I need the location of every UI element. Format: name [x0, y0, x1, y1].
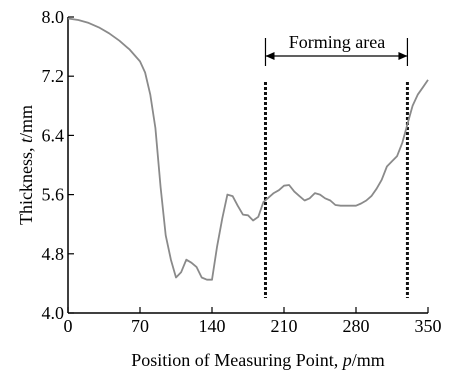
x-axis-label-variable: p — [341, 350, 352, 370]
forming-area-annotation: Forming area — [263, 32, 409, 298]
y-axis-label: Thickness, t/mm — [16, 105, 36, 225]
y-axis-label-variable: t — [16, 137, 36, 143]
y-tick-label: 7.2 — [42, 66, 65, 86]
x-axis-label-prefix: Position of Measuring Point, — [131, 350, 343, 370]
axes — [67, 17, 428, 314]
y-tick-label: 8.0 — [42, 7, 65, 27]
ticks: 0 70 140 210 280 350 4.0 4.8 5.6 6.4 7.2 8.0 — [42, 7, 442, 336]
forming-area-arrowhead-right — [398, 52, 408, 60]
x-tick-label: 280 — [343, 316, 370, 336]
x-tick-label: 350 — [415, 316, 442, 336]
forming-area-arrowhead-left — [265, 52, 275, 60]
x-tick-label: 140 — [199, 316, 226, 336]
x-axis-label-unit: /mm — [352, 350, 385, 370]
x-tick-label: 0 — [64, 316, 73, 336]
series-group — [67, 17, 429, 281]
y-tick-label: 4.0 — [42, 303, 65, 323]
x-tick-label: 70 — [131, 316, 149, 336]
thickness-series-line — [67, 17, 429, 281]
x-axis-label: Position of Measuring Point, p/mm — [131, 350, 385, 370]
y-axis-label-unit: /mm — [16, 105, 36, 138]
y-tick-label: 5.6 — [42, 185, 65, 205]
y-tick-label: 4.8 — [42, 244, 65, 264]
x-tick-label: 210 — [271, 316, 298, 336]
forming-area-label: Forming area — [289, 32, 385, 52]
y-axis-label-prefix: Thickness, — [16, 143, 36, 225]
y-tick-label: 6.4 — [42, 125, 65, 145]
